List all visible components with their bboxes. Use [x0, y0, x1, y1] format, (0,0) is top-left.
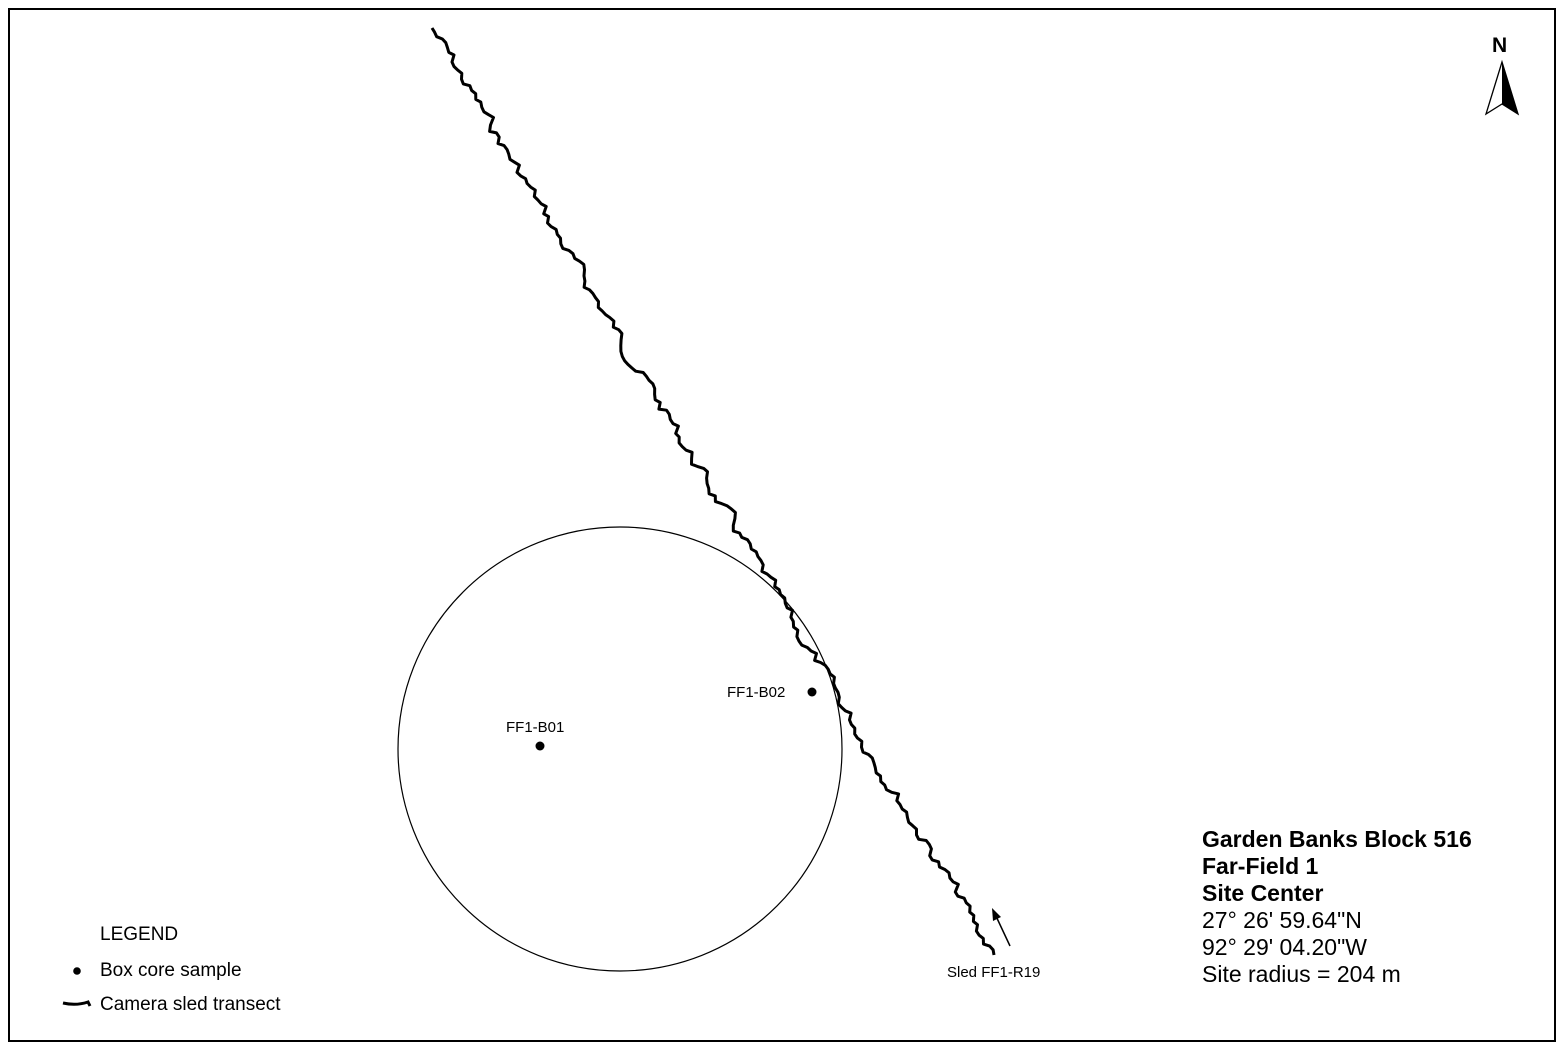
direction-arrow-icon — [992, 908, 1011, 947]
sample-label-ff1-b02: FF1-B02 — [727, 684, 786, 701]
site-info-block: Garden Banks Block 516 Far-Field 1 Site … — [1202, 826, 1472, 988]
sample-dot-ff1-b02 — [807, 687, 817, 697]
map-frame — [8, 8, 1556, 1042]
north-label: N — [1492, 34, 1508, 57]
site-info-center-heading: Site Center — [1202, 880, 1324, 906]
legend-title: LEGEND — [100, 924, 179, 945]
site-info-field-name: Far-Field 1 — [1202, 853, 1319, 879]
site-info-longitude: 92° 29' 04.20"W — [1202, 934, 1367, 960]
sample-label-ff1-b01: FF1-B01 — [506, 719, 565, 736]
legend-item-transect: Camera sled transect — [100, 994, 281, 1015]
site-info-latitude: 27° 26' 59.64"N — [1202, 907, 1362, 933]
legend-dot-icon — [73, 967, 81, 975]
legend-transect-line-icon — [62, 1000, 92, 1007]
sample-dot-ff1-b01 — [535, 741, 545, 751]
transect-label: Sled FF1-R19 — [947, 964, 1041, 981]
north-arrow-icon — [1484, 59, 1520, 116]
site-radius-circle — [397, 526, 843, 972]
site-info-block-name: Garden Banks Block 516 — [1202, 826, 1472, 852]
legend-item-box-core: Box core sample — [100, 960, 242, 981]
camera-sled-transect — [430, 27, 996, 956]
site-info-radius: Site radius = 204 m — [1202, 961, 1401, 987]
